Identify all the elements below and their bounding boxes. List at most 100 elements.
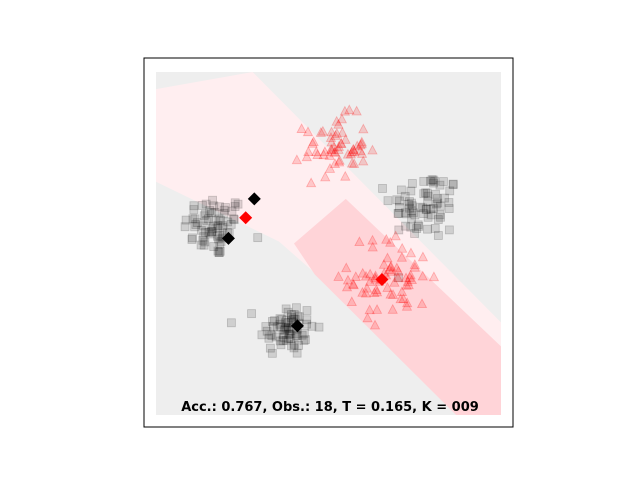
cluster-4-point [371,286,383,297]
cluster-1-point [280,324,290,334]
cluster-4-point [385,261,396,272]
cluster-4-point [405,269,416,280]
cluster-0-point [214,214,224,224]
cluster-2-point [421,188,430,198]
cluster-3-point [356,138,367,149]
cluster-0-point [207,226,217,236]
cluster-2-point [406,222,416,232]
cluster-4-point [361,282,373,293]
cluster-0-point [190,222,200,232]
cluster-4-point [348,279,359,290]
cluster-4-point [396,251,408,262]
cluster-4-point [385,288,396,299]
cluster-3-point [351,105,362,116]
cluster-0-point [213,223,223,233]
cluster-2-point [427,175,437,185]
cluster-1-point [282,324,292,334]
cluster-1-point [302,306,312,315]
cluster-0-point [189,205,199,214]
observation-markers [221,192,389,333]
cluster-0-point [204,227,214,237]
cluster-1-point [287,310,296,320]
cluster-0-point [198,201,207,210]
cluster-0-point [187,235,197,244]
cluster-0-point [200,227,210,237]
cluster-0-point [214,248,224,257]
cluster-4-point [404,272,415,282]
cluster-0-point [230,202,240,211]
cluster-4-point [386,265,397,276]
cluster-4-point [402,275,413,286]
cluster-0-point [223,217,233,227]
cluster-3-point [329,146,340,157]
cluster-1-point [281,322,291,332]
cluster-3-point [324,150,335,160]
cluster-2-point [407,198,416,208]
cluster-0-point [188,214,198,224]
cluster-4-point [392,272,404,282]
cluster-1-point [276,340,286,350]
cluster-4-point [396,286,408,296]
cluster-1-point [289,310,299,319]
cluster-2-point [401,208,410,218]
cluster-2-point [413,220,423,230]
cluster-1-point [294,341,303,350]
cluster-0-point [226,219,236,229]
cluster-4-point [401,279,412,290]
cluster-2-point [396,185,406,195]
cluster-1-point [270,316,279,326]
cluster-0-point [188,233,197,243]
cluster-3-point [328,141,340,152]
cluster-2-point [439,177,448,186]
cluster-3-point [346,157,358,168]
cluster-3-point [326,144,337,155]
cluster-2-point [407,214,416,223]
cluster-0-point [214,248,224,257]
cluster-3-point [348,143,359,154]
cluster-4-point [400,272,412,283]
cluster-0-point [218,221,228,231]
cluster-2-point [435,210,445,220]
cluster-4-point [398,293,409,303]
cluster-3-point [331,128,343,138]
cluster-2-point [419,176,429,186]
cluster-2-point [445,186,455,196]
cluster-2-point [394,225,404,235]
cluster-2-point [383,196,393,206]
cluster-0-point [215,239,225,249]
cluster-0-point [198,235,208,245]
cluster-0-point [213,234,223,244]
cluster-4-point [342,274,354,285]
cluster-1-point [289,314,298,324]
region-class-b-light-band-left [156,113,312,258]
cluster-1-point [275,336,285,346]
cluster-1-point [262,326,272,336]
cluster-4-point [387,303,398,314]
cluster-2-point [401,221,410,231]
cluster-1-point [280,326,290,335]
cluster-1-point [226,318,236,328]
cluster-1-point [281,335,291,345]
cluster-3-point [307,137,318,148]
cluster-3-point [320,171,331,182]
cluster-4-point [428,271,440,282]
cluster-0-point [208,195,217,205]
cluster-4-point [389,276,400,287]
cluster-0-point [202,216,212,225]
cluster-3-point [358,123,369,134]
cluster-0-point [199,232,209,242]
cluster-3-point [344,104,355,115]
cluster-2-point [405,203,414,213]
cluster-0-point [203,214,213,224]
cluster-2-point [400,191,410,201]
cluster-0-point [213,246,223,256]
cluster-0-point [208,221,218,231]
cluster-2-point [426,176,435,186]
cluster-0-point [219,205,229,215]
cluster-4-point [416,298,428,309]
cluster-3-point [291,154,303,165]
cluster-0-point [209,242,219,252]
cluster-4-point [378,258,390,269]
cluster-4-point [384,264,395,274]
cluster-1-point [297,330,307,340]
